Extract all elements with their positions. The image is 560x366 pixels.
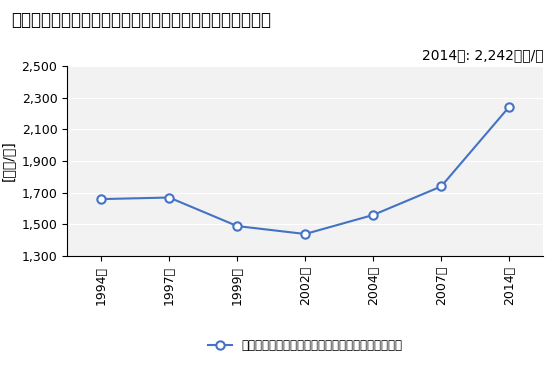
その他の小売業の従業者一人当たり年間商品販売額 (166, 195, 172, 200)
Text: 2014年: 2,242万円/人: 2014年: 2,242万円/人 (422, 48, 543, 62)
その他の小売業の従業者一人当たり年間商品販売額 (438, 184, 445, 188)
Legend: その他の小売業の従業者一人当たり年間商品販売額: その他の小売業の従業者一人当たり年間商品販売額 (203, 335, 407, 357)
その他の小売業の従業者一人当たり年間商品販売額 (98, 197, 105, 201)
その他の小売業の従業者一人当たり年間商品販売額 (370, 213, 376, 217)
Text: その他の小売業の従業者一人当たり年間商品販売額の推移: その他の小売業の従業者一人当たり年間商品販売額の推移 (11, 11, 271, 29)
その他の小売業の従業者一人当たり年間商品販売額 (302, 232, 309, 236)
その他の小売業の従業者一人当たり年間商品販売額 (234, 224, 241, 228)
Line: その他の小売業の従業者一人当たり年間商品販売額: その他の小売業の従業者一人当たり年間商品販売額 (97, 102, 514, 238)
その他の小売業の従業者一人当たり年間商品販売額 (506, 105, 512, 109)
Y-axis label: [万円/人]: [万円/人] (1, 141, 15, 182)
